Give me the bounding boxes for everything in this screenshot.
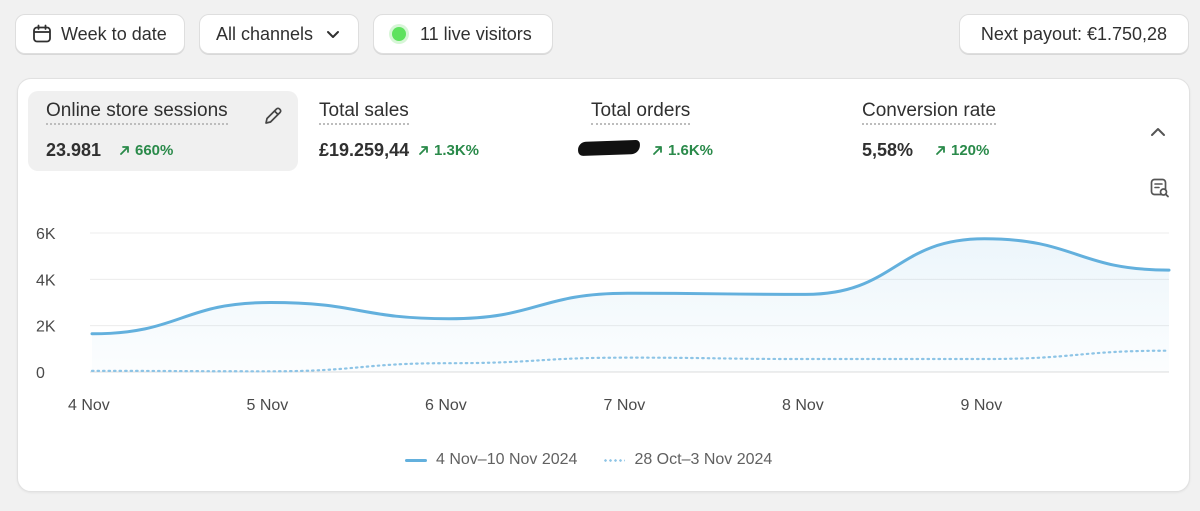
metric-tab-total-orders[interactable]: Total orders 1.6K% — [573, 91, 833, 171]
y-tick-label: 6K — [36, 226, 56, 243]
x-tick-label: 9 Nov — [961, 397, 1003, 414]
series-area-current — [92, 238, 1169, 372]
metric-label: Online store sessions — [46, 100, 228, 125]
metric-change: 660% — [119, 142, 173, 159]
y-tick-label: 0 — [36, 365, 45, 382]
metric-change-value: 120% — [951, 142, 990, 159]
x-axis: 4 Nov 5 Nov 6 Nov 7 Nov 8 Nov 9 Nov — [68, 397, 1002, 414]
legend-item-previous[interactable]: 28 Oct–3 Nov 2024 — [603, 451, 772, 469]
metric-value: 5,58% — [862, 140, 914, 160]
x-tick-label: 4 Nov — [68, 397, 110, 414]
legend-label: 4 Nov–10 Nov 2024 — [436, 451, 578, 468]
live-visitors-button[interactable]: 11 live visitors — [373, 14, 553, 54]
analytics-card: Online store sessions 23.981 660% Total … — [17, 78, 1190, 492]
series-line-previous — [90, 349, 1171, 373]
metric-label: Total orders — [591, 100, 691, 125]
channels-dropdown[interactable]: All channels — [199, 14, 359, 54]
calendar-icon — [33, 24, 51, 43]
legend-swatch-solid — [405, 458, 427, 462]
top-toolbar: Week to date All channels 11 live visito… — [0, 0, 1200, 70]
x-tick-label: 7 Nov — [604, 397, 646, 414]
pencil-icon[interactable] — [262, 105, 284, 127]
metric-change: 1.6K% — [652, 142, 713, 159]
chevron-up-icon[interactable] — [1148, 122, 1168, 142]
x-tick-label: 6 Nov — [425, 397, 467, 414]
search-document-icon[interactable] — [1149, 177, 1171, 199]
chevron-down-icon — [327, 31, 340, 38]
arrow-up-right-icon — [419, 146, 428, 155]
metric-tab-total-sales[interactable]: Total sales £19.259,44 1.3K% — [301, 91, 561, 171]
legend-label: 28 Oct–3 Nov 2024 — [634, 451, 773, 468]
series-line-current — [90, 237, 1171, 336]
metric-tab-conversion-rate[interactable]: Conversion rate 5,58% 120% — [844, 91, 1104, 171]
x-tick-label: 5 Nov — [247, 397, 289, 414]
date-range-label: Week to date — [61, 23, 167, 44]
y-tick-label: 2K — [36, 319, 56, 336]
metric-label: Conversion rate — [862, 100, 997, 125]
arrow-up-right-icon — [936, 146, 945, 155]
metric-change: 120% — [935, 142, 989, 159]
next-payout-button[interactable]: Next payout: €1.750,28 — [959, 14, 1189, 54]
metric-label: Total sales — [319, 100, 409, 125]
metric-change-value: 1.6K% — [668, 142, 714, 159]
metric-tab-sessions[interactable]: Online store sessions 23.981 660% — [28, 91, 298, 171]
metric-change: 1.3K% — [418, 142, 479, 159]
metric-value: £19.259,44 — [319, 140, 410, 160]
legend-swatch-dotted — [603, 458, 626, 462]
y-axis: 6K 4K 2K 0 — [36, 226, 56, 382]
live-visitors-label: 11 live visitors — [420, 23, 532, 44]
chart-legend: 4 Nov–10 Nov 2024 28 Oct–3 Nov 2024 — [405, 449, 798, 471]
arrow-up-right-icon — [653, 146, 662, 155]
status-dot-icon — [392, 27, 406, 41]
date-range-button[interactable]: Week to date — [15, 14, 185, 54]
metric-change-value: 660% — [135, 142, 174, 159]
next-payout-label: Next payout: €1.750,28 — [980, 23, 1168, 44]
x-tick-label: 8 Nov — [782, 397, 824, 414]
channels-label: All channels — [216, 23, 314, 44]
chart-series — [90, 237, 1171, 373]
y-tick-label: 4K — [36, 272, 56, 289]
metric-value: 23.981 — [46, 140, 102, 160]
sessions-chart: 6K 4K 2K 0 4 Nov 5 Nov 6 Nov 7 Nov 8 Nov 9 Nov — [36, 226, 1171, 414]
metric-change-value: 1.3K% — [434, 142, 480, 159]
legend-item-current[interactable]: 4 Nov–10 Nov 2024 — [405, 451, 577, 469]
arrow-up-right-icon — [120, 146, 129, 155]
